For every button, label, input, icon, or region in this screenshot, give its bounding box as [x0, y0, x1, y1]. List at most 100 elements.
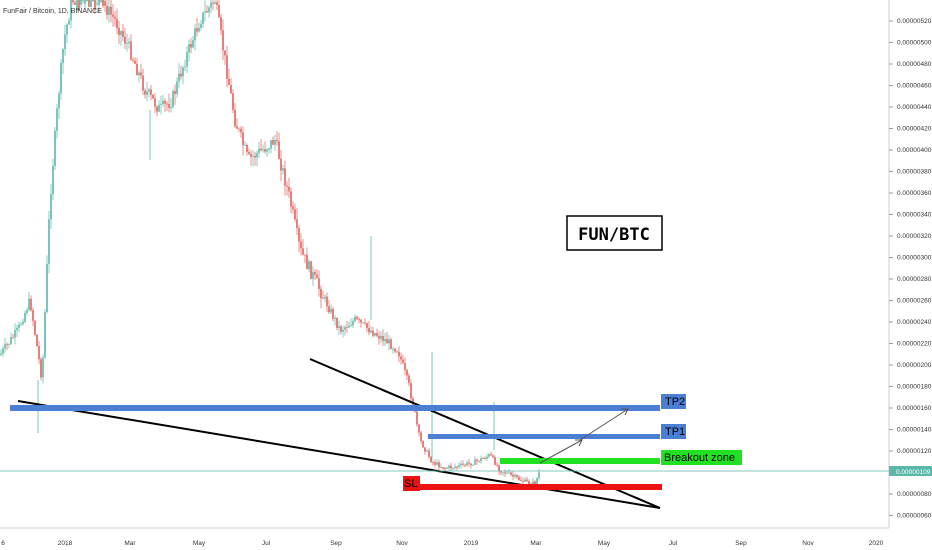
candle-body	[84, 0, 86, 4]
candle-body	[118, 28, 120, 35]
candle-body	[34, 320, 36, 335]
candle-body	[278, 141, 280, 159]
candle-body	[42, 357, 44, 378]
candle-body	[394, 348, 396, 352]
candle-body	[78, 0, 80, 11]
y-tick-label: 0.00000500	[897, 40, 932, 47]
candle-body	[510, 472, 512, 475]
candle-body	[214, 2, 216, 4]
candle-body	[248, 151, 250, 154]
tp2-label-box	[661, 394, 686, 409]
candle-body	[386, 339, 388, 344]
candle-body	[300, 241, 302, 249]
x-tick-label: May	[193, 540, 206, 547]
candle-body	[364, 322, 366, 324]
trendlines	[17, 358, 661, 509]
pair-label: FUN/BTC	[578, 225, 650, 245]
sl-label-box	[403, 476, 420, 491]
candle-body	[346, 327, 348, 329]
candle-body	[242, 132, 244, 146]
candle-body	[454, 466, 456, 468]
candle-body	[392, 348, 394, 350]
candle-body	[424, 447, 426, 452]
candle-body	[296, 219, 298, 229]
candle-body	[202, 12, 204, 25]
candle-body	[362, 322, 364, 324]
candle-body	[458, 465, 460, 467]
candle-body	[538, 472, 540, 479]
candle-body	[160, 103, 162, 105]
arrow-to-tp1-head	[575, 439, 583, 447]
candle-body	[494, 457, 496, 465]
candle-body	[472, 464, 474, 466]
candle-body	[50, 194, 52, 220]
candle-body	[182, 67, 184, 77]
candle-body	[172, 91, 174, 108]
candle-body	[106, 5, 108, 16]
candle-body	[60, 63, 62, 94]
candle-body	[16, 327, 18, 331]
candle-body	[98, 0, 100, 6]
candle-body	[146, 91, 148, 95]
candle-body	[442, 467, 444, 469]
candle-body	[420, 432, 422, 442]
candle-body	[398, 351, 400, 357]
candle-body	[514, 474, 516, 477]
candle-body	[222, 30, 224, 51]
candle-body	[132, 59, 134, 61]
candle-body	[228, 78, 230, 85]
candle-body	[512, 474, 514, 477]
candle-body	[290, 191, 292, 207]
candle-body	[210, 2, 212, 8]
trendline-upper	[309, 358, 661, 509]
candle-body	[144, 90, 146, 95]
candle-body	[254, 155, 256, 158]
candle-body	[312, 272, 314, 279]
candle-body	[502, 472, 504, 474]
candle-body	[240, 128, 242, 133]
candle-body	[138, 72, 140, 76]
candle-body	[326, 296, 328, 307]
candle-body	[148, 89, 150, 92]
candle-body	[32, 310, 34, 321]
candle-body	[406, 370, 408, 376]
candle-body	[122, 31, 124, 37]
candle-body	[252, 155, 254, 157]
candle-body	[244, 145, 246, 146]
candle-body	[10, 337, 12, 344]
candle-body	[188, 44, 190, 53]
candle-body	[186, 52, 188, 67]
candle-body	[256, 153, 258, 158]
candle-body	[92, 0, 94, 2]
candle-body	[460, 463, 462, 466]
candle-body	[218, 5, 220, 18]
candle-body	[262, 149, 264, 151]
candle-body	[274, 139, 276, 145]
y-tick-label: 0.00000480	[897, 61, 932, 68]
candle-body	[490, 454, 492, 456]
y-tick-label: 0.00000240	[897, 319, 932, 326]
candle-body	[38, 346, 40, 360]
candle-body	[380, 336, 382, 339]
candle-body	[158, 104, 160, 112]
candle-body	[200, 24, 202, 28]
candle-body	[374, 333, 376, 336]
candle-body	[328, 306, 330, 313]
candle-body	[516, 474, 518, 478]
y-tick-label: 0.00000340	[897, 212, 932, 219]
level-tp1: TP1	[428, 424, 686, 439]
x-tick-label: 2019	[464, 540, 479, 547]
y-tick-label: 0.00000180	[897, 384, 932, 391]
candle-body	[154, 98, 156, 107]
candle-body	[436, 462, 438, 465]
candle-body	[22, 321, 24, 325]
candle-body	[136, 63, 138, 76]
candle-body	[368, 328, 370, 333]
candle-body	[72, 0, 74, 3]
y-tick-label: 0.00000200	[897, 362, 932, 369]
candle-body	[322, 298, 324, 300]
candle-body	[356, 316, 358, 320]
candle-body	[432, 462, 434, 464]
y-tick-label: 0.00000320	[897, 233, 932, 240]
